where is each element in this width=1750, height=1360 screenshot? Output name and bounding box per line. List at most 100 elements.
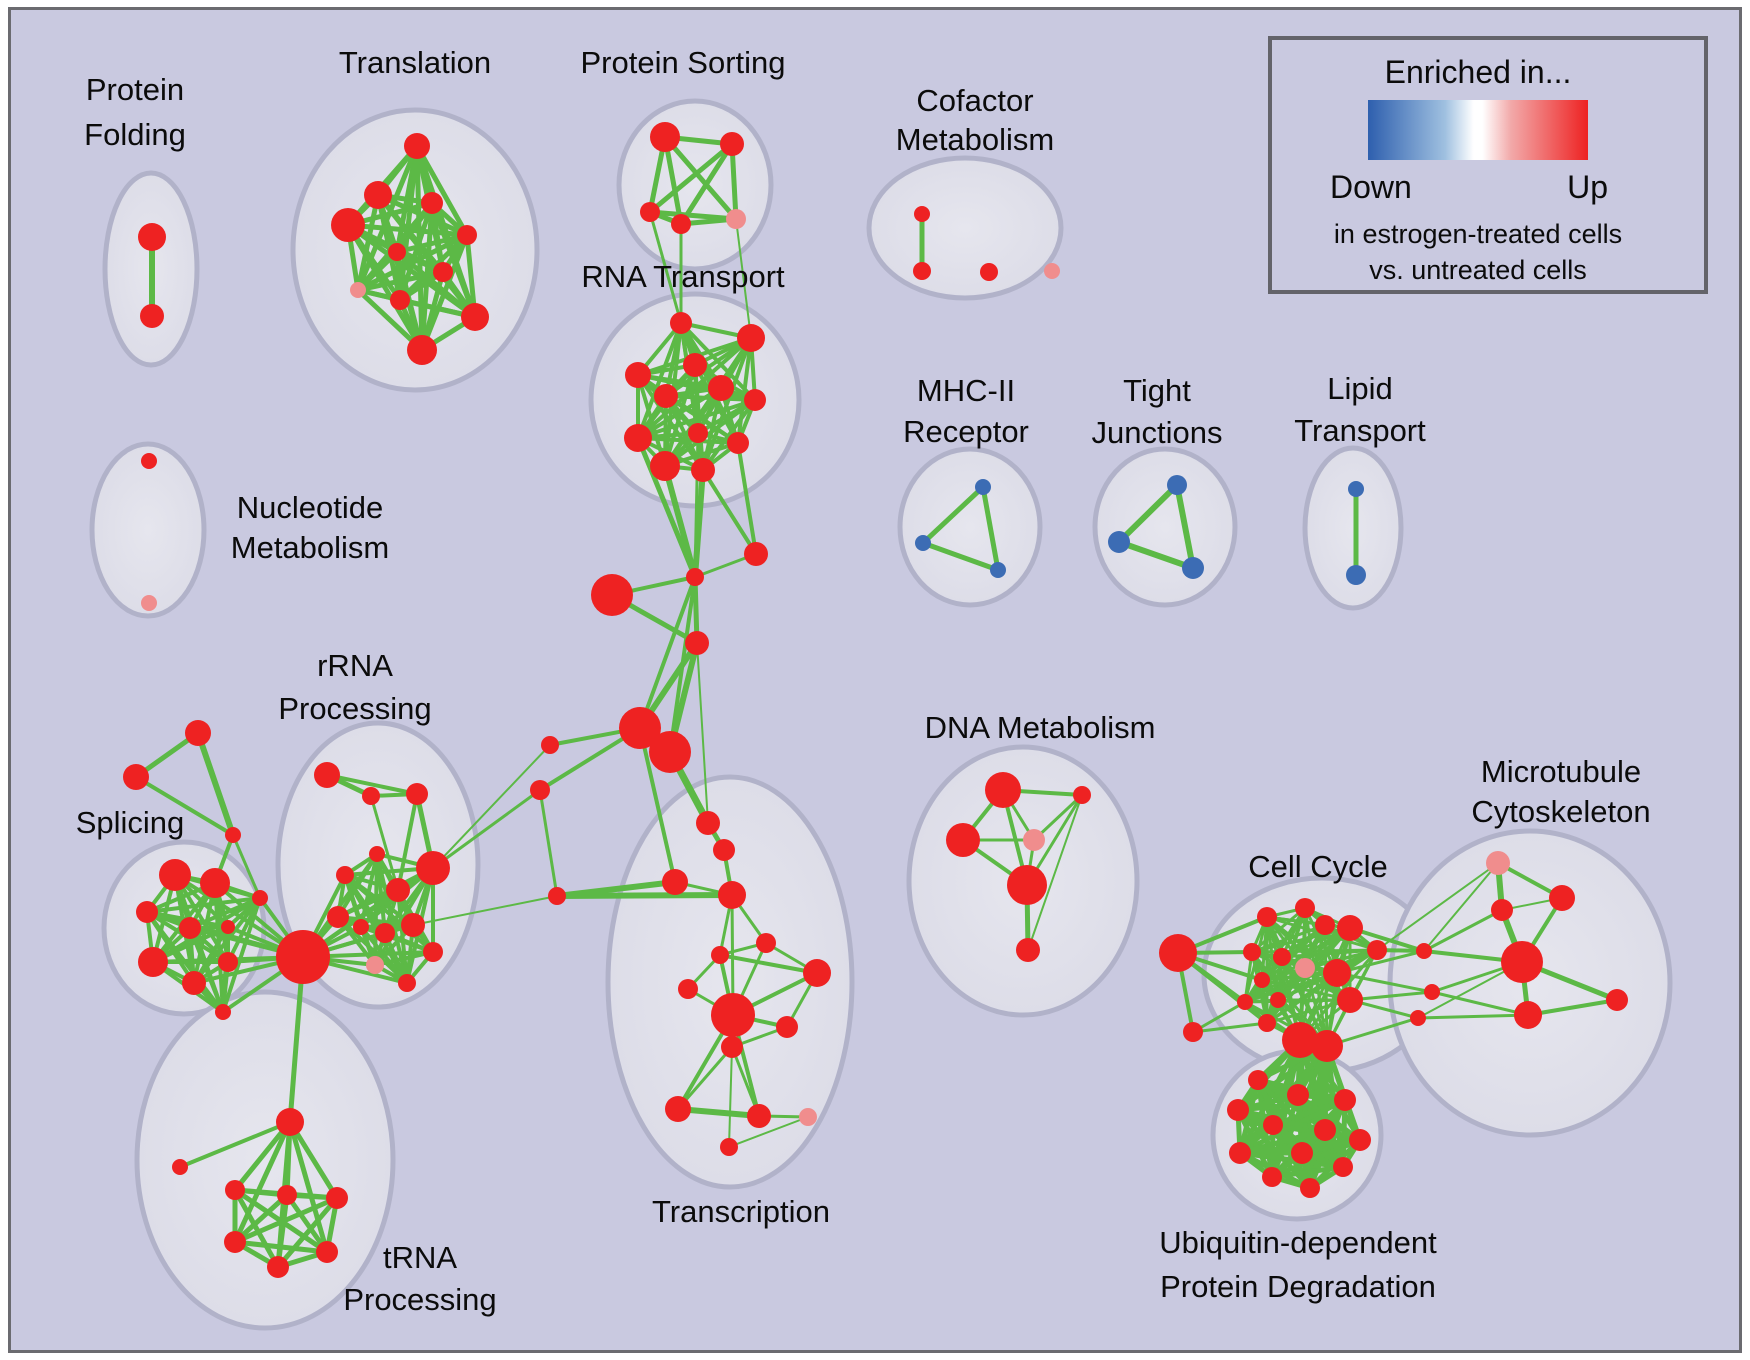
network-node-rt2 [737, 324, 765, 352]
network-node-t8 [350, 282, 366, 298]
network-node-cc15 [1258, 1014, 1276, 1032]
network-edge [736, 441, 758, 556]
cluster-ellipse-microtubule-cytoskeleton [1387, 828, 1673, 1138]
network-edge [145, 896, 262, 914]
network-node-rt3 [683, 353, 707, 377]
network-node-cc2 [1183, 1022, 1203, 1042]
network-node-t3 [421, 192, 443, 214]
network-node-t4 [331, 208, 365, 242]
network-edge [134, 775, 235, 837]
network-edge [728, 1046, 733, 1148]
network-node-nm1 [141, 453, 157, 469]
network-edge [701, 468, 758, 556]
legend-box [1268, 36, 1708, 294]
network-edge [636, 398, 757, 440]
network-edge [232, 1119, 293, 1193]
network-node-cc4 [1295, 898, 1315, 918]
network-node-ub4 [1227, 1099, 1249, 1121]
network-node-t10 [461, 303, 489, 331]
network-node-cc7 [1295, 958, 1315, 978]
network-edge [232, 1239, 330, 1255]
network-node-tx15 [720, 1138, 738, 1156]
network-node-ub12 [1300, 1178, 1320, 1198]
cluster-label-cell-cycle: Cell Cycle [1248, 849, 1388, 884]
network-edge [151, 896, 262, 964]
network-node-cc1 [1159, 934, 1197, 972]
network-node-rr11 [401, 913, 425, 937]
network-node-cc13 [1367, 940, 1387, 960]
network-node-t11 [407, 335, 437, 365]
network-edge [396, 792, 419, 892]
cluster-label-lipid-transport: Transport [1294, 413, 1426, 448]
network-edge [638, 575, 697, 730]
network-node-rt10 [727, 432, 749, 454]
network-edge [1116, 482, 1180, 545]
network-edge [1376, 862, 1499, 951]
network-edge [336, 866, 435, 919]
network-node-m3 [591, 574, 633, 616]
network-node-tx12 [665, 1096, 691, 1122]
network-node-tx11 [721, 1036, 743, 1058]
network-edge [287, 1119, 340, 1201]
network-node-rr12 [366, 956, 384, 974]
network-node-cc10 [1337, 915, 1363, 941]
cluster-label-protein-folding: Protein [86, 72, 184, 107]
network-node-sp9 [182, 971, 206, 995]
network-node-dm4 [1023, 829, 1045, 851]
network-edge [554, 892, 735, 899]
network-node-rr10 [375, 923, 395, 943]
network-node-mt1 [1486, 851, 1510, 875]
network-edge [1269, 1164, 1346, 1180]
network-node-mt2 [1549, 885, 1575, 911]
cluster-label-tight-junctions: Junctions [1092, 415, 1223, 450]
cluster-ellipse-trna-processing [134, 989, 396, 1331]
network-edge [1265, 998, 1352, 1025]
network-edge [232, 1192, 290, 1245]
network-node-rt4 [625, 362, 651, 388]
cluster-ellipse-lipid-transport [1302, 445, 1404, 611]
network-node-rt8 [688, 423, 708, 443]
network-node-t6 [388, 243, 406, 261]
network-node-tr5 [224, 1231, 246, 1253]
network-edge [431, 788, 542, 870]
network-node-ub8 [1229, 1142, 1251, 1164]
cluster-label-ubiquitin-degradation: Protein Degradation [1160, 1269, 1436, 1304]
network-edge [636, 436, 740, 445]
network-edge [232, 1187, 281, 1270]
network-edge [178, 1120, 292, 1169]
network-edge [355, 269, 446, 293]
network-edge [736, 336, 753, 445]
network-edge [232, 1119, 293, 1245]
network-node-rt7 [744, 389, 766, 411]
network-edge [735, 218, 752, 339]
network-node-hub [276, 930, 330, 984]
network-node-lt1 [1348, 481, 1364, 497]
network-node-ub2 [1287, 1084, 1309, 1106]
network-node-sp4 [136, 901, 158, 923]
cluster-label-nucleotide-metabolism: Metabolism [231, 530, 390, 565]
network-edge [1191, 1021, 1269, 1034]
network-node-rr7 [416, 851, 450, 885]
network-node-pf2 [140, 304, 164, 328]
network-edge [287, 1119, 330, 1255]
network-edge [1191, 1000, 1247, 1034]
network-node-cc3 [1257, 907, 1277, 927]
cluster-label-microtubule-cytoskeleton: Cytoskeleton [1471, 794, 1650, 829]
cluster-label-nucleotide-metabolism: Nucleotide [237, 490, 383, 525]
network-node-ps4 [671, 214, 691, 234]
network-node-cc5 [1243, 943, 1261, 961]
network-node-tx14 [799, 1108, 817, 1126]
network-node-dm5 [1007, 865, 1047, 905]
network-edge [1174, 482, 1196, 571]
network-node-cn1 [1416, 943, 1432, 959]
network-edge [663, 398, 757, 468]
network-node-tj1 [1167, 475, 1187, 495]
network-node-mh2 [915, 535, 931, 551]
legend-up-label: Up [1567, 169, 1608, 205]
network-edge [369, 794, 400, 892]
network-node-rr5 [336, 866, 354, 884]
network-node-m9 [548, 887, 566, 905]
network-edge [412, 895, 558, 926]
